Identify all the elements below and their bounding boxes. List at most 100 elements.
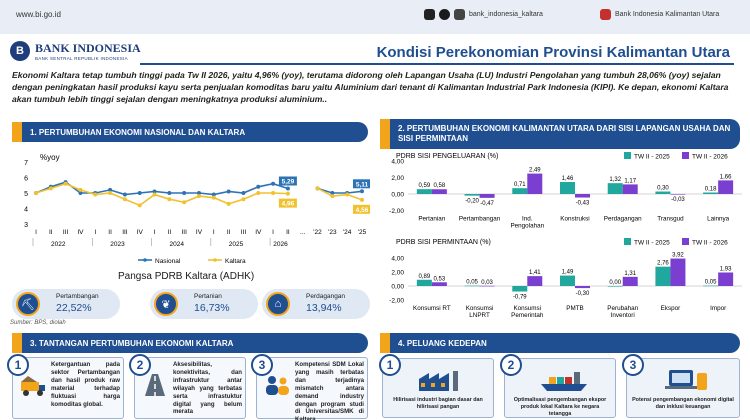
- data-label: 4,56: [356, 207, 369, 214]
- twitter-icon[interactable]: [439, 8, 450, 20]
- data-point-kaltara: [93, 192, 98, 197]
- category-label: LNPRT: [469, 312, 490, 319]
- data-point-nasional: [256, 184, 261, 189]
- bar-value-label: 1,32: [609, 177, 621, 183]
- bar-tw2025: [655, 266, 671, 286]
- section-3-header: 3. TANTANGAN PERTUMBUHAN EKONOMI KALTARA: [12, 333, 368, 353]
- bar-value-label: -0,20: [465, 199, 479, 205]
- data-point-kaltara: [360, 197, 364, 202]
- youtube-channel[interactable]: Bank Indonesia Kalimantan Utara: [600, 7, 719, 21]
- x-tick-label: IV: [255, 229, 262, 236]
- tantangan-card-1: Ketergantuan pada sektor Pertambangan da…: [12, 357, 124, 419]
- y-axis-label: %yoy: [40, 153, 60, 162]
- bar-value-label: 1,41: [529, 270, 541, 276]
- category-label: Perubahan: [607, 305, 638, 312]
- tantangan-number-1: 1: [7, 354, 29, 376]
- category-label: Impor: [710, 305, 726, 312]
- category-label: Pertambangan: [459, 215, 501, 222]
- data-label-box: [353, 204, 370, 214]
- tantangan-number-3: 3: [251, 354, 273, 376]
- data-point-nasional: [167, 191, 172, 195]
- bar-chart-pengeluaran: PDRB SISI PENGELUARAN (%) TW II - 2025 TW …: [389, 152, 742, 229]
- category-label: Perdagangan: [604, 215, 642, 222]
- bar-chart-permintaan: PDRB SISI PERMINTAAN (%) TW II - 2025 TW I…: [389, 238, 742, 319]
- peluang-text: Optimalisasi pengembangan ekspor produk …: [513, 397, 607, 417]
- bar-value-label: 1,46: [562, 176, 574, 182]
- data-label: 4,96: [282, 201, 295, 208]
- social-handle[interactable]: bank_indonesia_kaltara: [469, 10, 543, 18]
- x-tick-label: II: [286, 229, 290, 236]
- peluang-card-3: Potensi pengembangan ekonomi digital dan…: [626, 358, 740, 418]
- peluang-card-2: Optimalisasi pengembangan ekspor produk …: [504, 358, 616, 418]
- pangsa-label: Perdagangan: [306, 293, 346, 300]
- youtube-icon[interactable]: [600, 8, 611, 20]
- data-point-nasional: [271, 181, 276, 186]
- section-4-title: 4. PELUANG KEDEPAN: [398, 338, 487, 348]
- section-1-header: 1. PERTUMBUHAN EKONOMI NASIONAL DAN KALT…: [12, 122, 368, 142]
- data-point-nasional: [330, 191, 335, 195]
- chart-title: PDRB SISI PENGELUARAN (%): [396, 153, 498, 160]
- data-point-kaltara: [122, 197, 127, 202]
- year-label: 2022: [51, 241, 66, 248]
- data-point-kaltara: [137, 203, 142, 208]
- data-point-kaltara: [108, 191, 113, 195]
- data-point-kaltara: [182, 200, 187, 205]
- tiktok-icon[interactable]: [424, 8, 435, 20]
- category-label: Lainnya: [707, 215, 730, 222]
- bar-value-label: 0,30: [657, 186, 669, 192]
- legend-label: TW II - 2025: [634, 240, 670, 247]
- data-point-kaltara: [315, 186, 320, 191]
- digital-payment-icon: [665, 370, 707, 390]
- logo-tagline: BANK SENTRAL REPUBLIK INDONESIA: [35, 56, 128, 61]
- data-point-kaltara: [271, 191, 276, 195]
- section-4-header: 4. PELUANG KEDEPAN: [380, 333, 740, 353]
- legend-label: Kaltara: [225, 258, 246, 265]
- bar-tw2025: [512, 286, 528, 292]
- source-note: Sumber: BPS, diolah: [10, 320, 66, 326]
- series-line-kaltara: [317, 187, 363, 201]
- x-tick-label: '22: [313, 229, 322, 236]
- social-icons: bank_indonesia_kaltara: [424, 7, 543, 21]
- legend-label: TW II - 2026: [692, 154, 728, 161]
- data-point-kaltara: [256, 191, 261, 195]
- data-point-kaltara: [345, 192, 350, 197]
- bar-tw2026: [575, 194, 590, 198]
- peluang-text: Hilirisasi industri bagian dasar dan hil…: [393, 397, 483, 410]
- bar-tw2025: [560, 275, 575, 286]
- category-label: Konstruksi: [560, 215, 589, 222]
- category-label: Konsumsi: [466, 305, 494, 312]
- data-point-nasional: [197, 191, 201, 195]
- instagram-icon[interactable]: [454, 8, 465, 20]
- logo-name: BANK INDONESIA: [35, 41, 141, 55]
- y-tick-label: 6: [24, 176, 28, 183]
- y-tick-label: 4,00: [391, 159, 404, 166]
- bar-value-label: 0,71: [514, 182, 526, 188]
- bar-tw2025: [607, 183, 623, 194]
- data-point-kaltara: [211, 195, 216, 200]
- plant-icon: ❦: [154, 292, 178, 316]
- tantangan-card-2: Aksesibilitas, konektivitas, dan infrast…: [134, 357, 246, 419]
- y-tick-label: 0,00: [391, 192, 404, 199]
- bar-tw2026: [479, 194, 495, 198]
- data-point-nasional: [241, 191, 246, 195]
- youtube-channel-name[interactable]: Bank Indonesia Kalimantan Utara: [615, 10, 720, 18]
- x-tick-label: II: [168, 229, 172, 236]
- category-label: PMTB: [566, 305, 584, 312]
- section-3-title: 3. TANTANGAN PERTUMBUHAN EKONOMI KALTARA: [30, 338, 234, 348]
- x-tick-label: I: [272, 229, 274, 236]
- factory-icon: [419, 371, 458, 391]
- mining-truck-icon: [21, 376, 45, 396]
- intro-paragraph: Ekonomi Kaltara tetap tumbuh tinggi pada…: [12, 70, 729, 105]
- x-tick-label: I: [94, 229, 96, 236]
- x-tick-label: I: [213, 229, 215, 236]
- bar-tw2026: [527, 173, 543, 194]
- pangsa-label: Pertambangan: [56, 293, 99, 300]
- website-url[interactable]: www.bi.go.id: [16, 10, 61, 19]
- x-tick-label: ...: [300, 229, 306, 236]
- year-label: 2024: [170, 241, 185, 248]
- year-label: 2025: [229, 241, 244, 248]
- data-point-nasional: [78, 191, 83, 195]
- pangsa-title: Pangsa PDRB Kaltara (ADHK): [118, 271, 255, 282]
- data-point-nasional: [211, 192, 216, 197]
- pangsa-card-pertambangan: ⛏ Pertambangan 22,52%: [12, 289, 120, 319]
